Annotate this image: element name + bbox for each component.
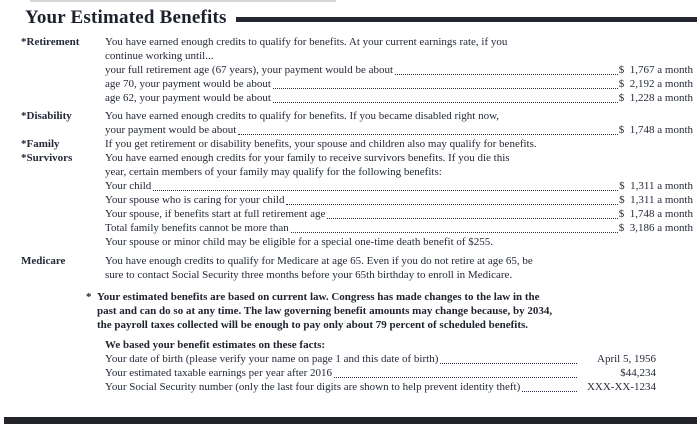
benefit-amount-line: Total family benefits cannot be more tha… <box>105 221 693 235</box>
benefits-table: *Retirement You have earned enough credi… <box>0 29 700 282</box>
fact-text: Your estimated taxable earnings per year… <box>105 367 333 379</box>
fact-text: Your Social Security number (only the la… <box>105 381 521 393</box>
asterisk-marker: * <box>86 291 92 303</box>
section-label: *Disability <box>21 110 72 122</box>
statement-text: You have earned enough credits for your … <box>105 152 510 164</box>
benefit-amount-line: Your spouse, if benefits start at full r… <box>105 207 693 221</box>
benefit-text: Your spouse, if benefits start at full r… <box>105 208 326 220</box>
fact-row-taxable-earnings: Your estimated taxable earnings per year… <box>105 366 656 380</box>
section-label: *Survivors <box>21 152 73 164</box>
benefit-amount: $ 3,186 a month <box>618 222 693 234</box>
page-top-scan-artifact <box>30 0 336 2</box>
section-retirement: *Retirement You have earned enough credi… <box>21 35 693 105</box>
dot-leader <box>286 204 619 205</box>
benefit-text: your full retirement age (67 years), you… <box>105 64 394 76</box>
statement-text: continue working until... <box>105 50 214 62</box>
benefit-amount: $ 1,228 a month <box>618 92 693 104</box>
dot-leader <box>334 377 577 378</box>
note-line: the payroll taxes collected will be enou… <box>97 319 529 331</box>
benefit-amount-line: your full retirement age (67 years), you… <box>105 63 693 77</box>
dot-leader <box>522 391 577 392</box>
section-body: You have earned enough credits to qualif… <box>105 109 693 137</box>
benefit-amount-line: age 70, your payment would be about $ 2,… <box>105 77 693 91</box>
statement-line: You have earned enough credits to qualif… <box>105 109 693 123</box>
page-title: Your Estimated Benefits <box>25 7 227 28</box>
dot-leader <box>238 134 618 135</box>
section-body: If you get retirement or disability bene… <box>105 137 693 151</box>
note-line: past and can do so at any time. The law … <box>97 305 553 317</box>
benefit-amount: $ 1,311 a month <box>619 194 693 206</box>
statement-text: You have earned enough credits to qualif… <box>105 36 508 48</box>
benefit-amount: $ 2,192 a month <box>618 78 693 90</box>
benefit-facts: We based your benefit estimates on these… <box>0 332 700 394</box>
dot-leader <box>272 88 618 89</box>
fact-value: $44,234 <box>620 367 656 379</box>
dot-leader <box>290 232 618 233</box>
dot-leader <box>395 74 618 75</box>
section-survivors: *Survivors You have earned enough credit… <box>21 151 693 249</box>
benefit-text: your payment would be about <box>105 124 237 136</box>
benefit-text: Your spouse who is caring for your child <box>105 194 285 206</box>
statement-text: You have enough credits to qualify for M… <box>105 255 533 267</box>
benefit-text: age 62, your payment would be about <box>105 92 271 104</box>
statement-line: If you get retirement or disability bene… <box>105 137 693 151</box>
statement-text: sure to contact Social Security three mo… <box>105 269 513 281</box>
facts-heading: We based your benefit estimates on these… <box>105 339 326 351</box>
section-body: You have enough credits to qualify for M… <box>105 254 693 282</box>
note-line: Your estimated benefits are based on cur… <box>97 291 540 303</box>
section-label: Medicare <box>21 255 66 267</box>
benefit-amount: $ 1,748 a month <box>618 208 693 220</box>
benefit-amount-line: Your spouse who is caring for your child… <box>105 193 693 207</box>
section-medicare: Medicare You have enough credits to qual… <box>21 254 693 282</box>
statement-line: You have earned enough credits to qualif… <box>105 35 693 49</box>
benefit-amount-line: age 62, your payment would be about $ 1,… <box>105 91 693 105</box>
statement-text: If you get retirement or disability bene… <box>105 138 537 150</box>
benefit-amount-line: Your child $ 1,311 a month <box>105 179 693 193</box>
dot-leader <box>440 363 577 364</box>
benefit-text: age 70, your payment would be about <box>105 78 271 90</box>
section-body: You have earned enough credits to qualif… <box>105 35 693 105</box>
statement-line: You have enough credits to qualify for M… <box>105 254 693 268</box>
estimates-disclaimer-note: * Your estimated benefits are based on c… <box>0 282 700 332</box>
fact-row-ssn: Your Social Security number (only the la… <box>105 380 656 394</box>
section-label: *Family <box>21 138 60 150</box>
dot-leader <box>327 218 618 219</box>
fact-text: Your date of birth (please verify your n… <box>105 353 439 365</box>
statement-text: You have earned enough credits to qualif… <box>105 110 500 122</box>
benefit-amount-line: your payment would be about $ 1,748 a mo… <box>105 123 693 137</box>
section-body: You have earned enough credits for your … <box>105 151 693 249</box>
note-body: Your estimated benefits are based on cur… <box>97 290 552 332</box>
section-disability: *Disability You have earned enough credi… <box>21 109 693 137</box>
fact-row-date-of-birth: Your date of birth (please verify your n… <box>105 352 656 366</box>
section-family: *Family If you get retirement or disabil… <box>21 137 693 151</box>
statement-line: year, certain members of your family may… <box>105 165 693 179</box>
statement-text: Your spouse or minor child may be eligib… <box>105 236 494 248</box>
benefit-text: Total family benefits cannot be more tha… <box>105 222 289 234</box>
statement-line: You have earned enough credits for your … <box>105 151 693 165</box>
statement-line: Your spouse or minor child may be eligib… <box>105 235 693 249</box>
benefit-amount: $ 1,748 a month <box>618 124 693 136</box>
benefit-text: Your child <box>105 180 152 192</box>
fact-value: XXX-XX-1234 <box>586 381 656 393</box>
statement-text: year, certain members of your family may… <box>105 166 442 178</box>
page-divider-rule <box>4 417 697 424</box>
fact-value: April 5, 1956 <box>597 353 656 365</box>
section-label: *Retirement <box>21 36 80 48</box>
benefit-amount: $ 1,311 a month <box>619 180 693 192</box>
header-rule <box>235 17 697 22</box>
dot-leader <box>272 102 618 103</box>
statement-line: continue working until... <box>105 49 693 63</box>
benefit-amount: $ 1,767 a month <box>618 64 693 76</box>
statement-line: sure to contact Social Security three mo… <box>105 268 693 282</box>
dot-leader <box>153 190 619 191</box>
section-header: Your Estimated Benefits <box>0 0 700 29</box>
